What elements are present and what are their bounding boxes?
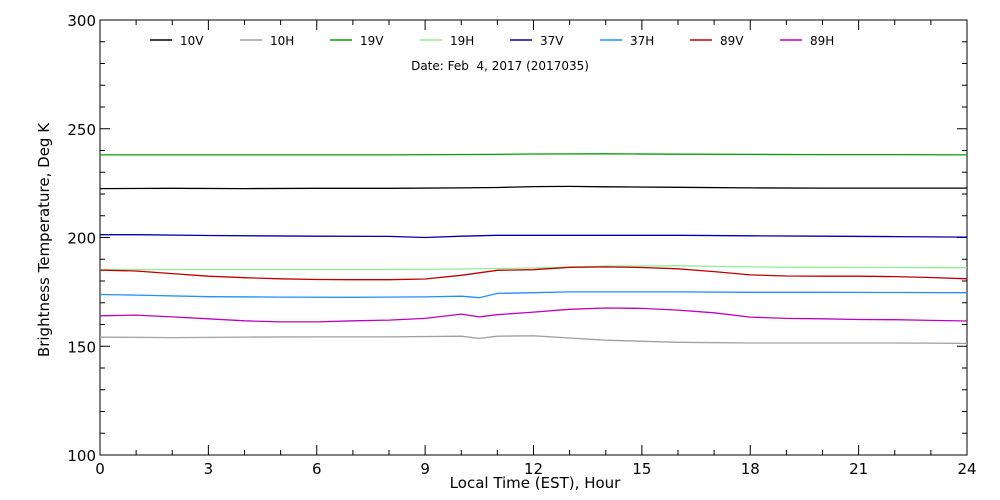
legend-item-19v: 19V xyxy=(330,34,384,48)
series-line-89v xyxy=(99,266,968,281)
plot-frame xyxy=(99,19,968,456)
series-line-10v xyxy=(99,185,967,190)
legend-item-37v: 37V xyxy=(510,34,564,48)
x-tick-label: 24 xyxy=(957,460,976,478)
legend-label: 37V xyxy=(540,34,564,48)
x-tick-label: 3 xyxy=(204,460,214,478)
legend-item-19h: 19H xyxy=(420,34,474,48)
chart-subtitle: Date: Feb 4, 2017 (2017035) xyxy=(411,59,589,73)
legend-label: 89V xyxy=(720,34,744,48)
legend-label: 89H xyxy=(810,34,834,48)
x-tick-label: 21 xyxy=(849,460,868,478)
tick-labels: 0 3 6 9 12 15 18 21 24 100 150 200 250 300 xyxy=(67,12,976,478)
series-line-19v xyxy=(100,153,968,156)
series-line-19h xyxy=(100,265,968,271)
x-tick-label: 0 xyxy=(95,460,105,478)
x-tick-label: 15 xyxy=(632,460,651,478)
legend-label: 37H xyxy=(630,34,654,48)
y-tick-label: 250 xyxy=(67,121,96,139)
x-tick-label: 18 xyxy=(741,460,760,478)
y-tick-label: 300 xyxy=(67,12,96,30)
legend-item-10v: 10V xyxy=(150,34,204,48)
series-line-89h xyxy=(99,307,968,323)
y-tick-label: 200 xyxy=(67,230,96,248)
legend-label: 19V xyxy=(360,34,384,48)
legend-item-89v: 89V xyxy=(690,34,744,48)
series-line-37h xyxy=(99,291,968,299)
x-tick-label: 12 xyxy=(524,460,543,478)
series-line-10h xyxy=(99,335,968,345)
legend-label: 19H xyxy=(450,34,474,48)
axis-ticks xyxy=(99,19,968,456)
x-tick-label: 6 xyxy=(312,460,322,478)
y-tick-label: 100 xyxy=(67,447,96,465)
x-tick-label: 9 xyxy=(420,460,430,478)
legend-item-89h: 89H xyxy=(780,34,834,48)
x-axis-title: Local Time (EST), Hour xyxy=(450,474,621,492)
y-axis-title: Brightness Temperature, Deg K xyxy=(35,122,53,357)
legend-item-10h: 10H xyxy=(240,34,294,48)
legend-item-37h: 37H xyxy=(600,34,654,48)
legend: 10V 10H 19V 19H 37V 37H 89V 89H xyxy=(150,34,834,48)
series-line-37v xyxy=(100,234,968,239)
legend-label: 10H xyxy=(270,34,294,48)
y-tick-label: 150 xyxy=(67,338,96,356)
legend-label: 10V xyxy=(180,34,204,48)
series-lines xyxy=(99,153,968,345)
